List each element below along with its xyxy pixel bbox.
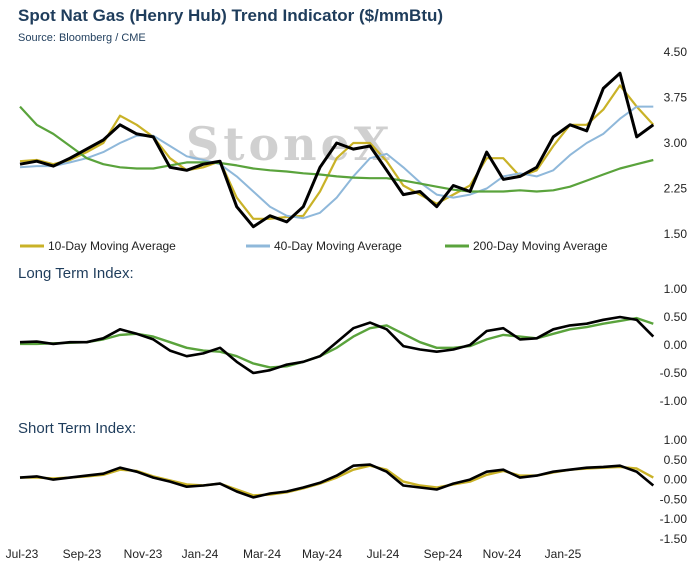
x-tick-label: Nov-23 xyxy=(124,547,163,561)
legend-label-ma200: 200-Day Moving Average xyxy=(473,239,608,253)
series-line-price-panel-1 xyxy=(19,71,655,229)
x-tick-label: Jan-24 xyxy=(182,547,219,561)
legend-label-ma10: 10-Day Moving Average xyxy=(48,239,176,253)
y-tick-label: 4.50 xyxy=(664,45,688,59)
chart-marks: 4.50 3.75 3.00 2.25 1.50 1.00 0.50 0.00 -0.50 -1.… xyxy=(6,45,688,561)
y-tick-label: 0.00 xyxy=(664,338,688,352)
series-line-ma40-panel-1 xyxy=(19,105,654,220)
y-tick-label: 3.00 xyxy=(664,136,688,150)
y-tick-label: 0.00 xyxy=(664,473,688,487)
series-line-ma10-panel-1 xyxy=(19,84,655,220)
x-tick-label: Mar-24 xyxy=(243,547,281,561)
series-line-price-panel-3 xyxy=(19,463,655,499)
series-line-price-panel-2 xyxy=(19,315,655,375)
x-tick-label: Sep-23 xyxy=(63,547,102,561)
y-tick-label: 3.75 xyxy=(664,91,688,105)
short-term-index-title: Short Term Index: xyxy=(18,420,136,437)
y-tick-label: 0.50 xyxy=(664,310,688,324)
y-tick-label: -1.00 xyxy=(660,512,688,526)
long-term-index-title: Long Term Index: xyxy=(18,265,134,282)
x-tick-label: Nov-24 xyxy=(483,547,522,561)
y-tick-label: -0.50 xyxy=(660,492,688,506)
x-tick-label: Sep-24 xyxy=(424,547,463,561)
y-tick-label: 1.00 xyxy=(664,433,688,447)
series-line-ma200-panel-1 xyxy=(19,105,654,193)
y-tick-label: 1.50 xyxy=(664,227,688,241)
y-tick-label: 2.25 xyxy=(664,182,688,196)
x-tick-label: Jul-23 xyxy=(6,547,39,561)
y-tick-label: 1.00 xyxy=(664,282,688,296)
series-line-trend-panel-2 xyxy=(20,316,654,369)
y-tick-label: 0.50 xyxy=(664,453,688,467)
legend: 10-Day Moving Average 40-Day Moving Aver… xyxy=(20,239,608,253)
y-tick-label: -0.50 xyxy=(660,366,688,380)
chart-title: Spot Nat Gas (Henry Hub) Trend Indicator… xyxy=(18,6,443,25)
chart-source: Source: Bloomberg / CME xyxy=(18,32,146,44)
x-tick-label: May-24 xyxy=(302,547,342,561)
y-tick-label: -1.50 xyxy=(660,532,688,546)
y-tick-label: -1.00 xyxy=(660,394,688,408)
x-tick-label: Jul-24 xyxy=(367,547,400,561)
legend-label-ma40: 40-Day Moving Average xyxy=(274,239,402,253)
x-tick-label: Jan-25 xyxy=(545,547,582,561)
